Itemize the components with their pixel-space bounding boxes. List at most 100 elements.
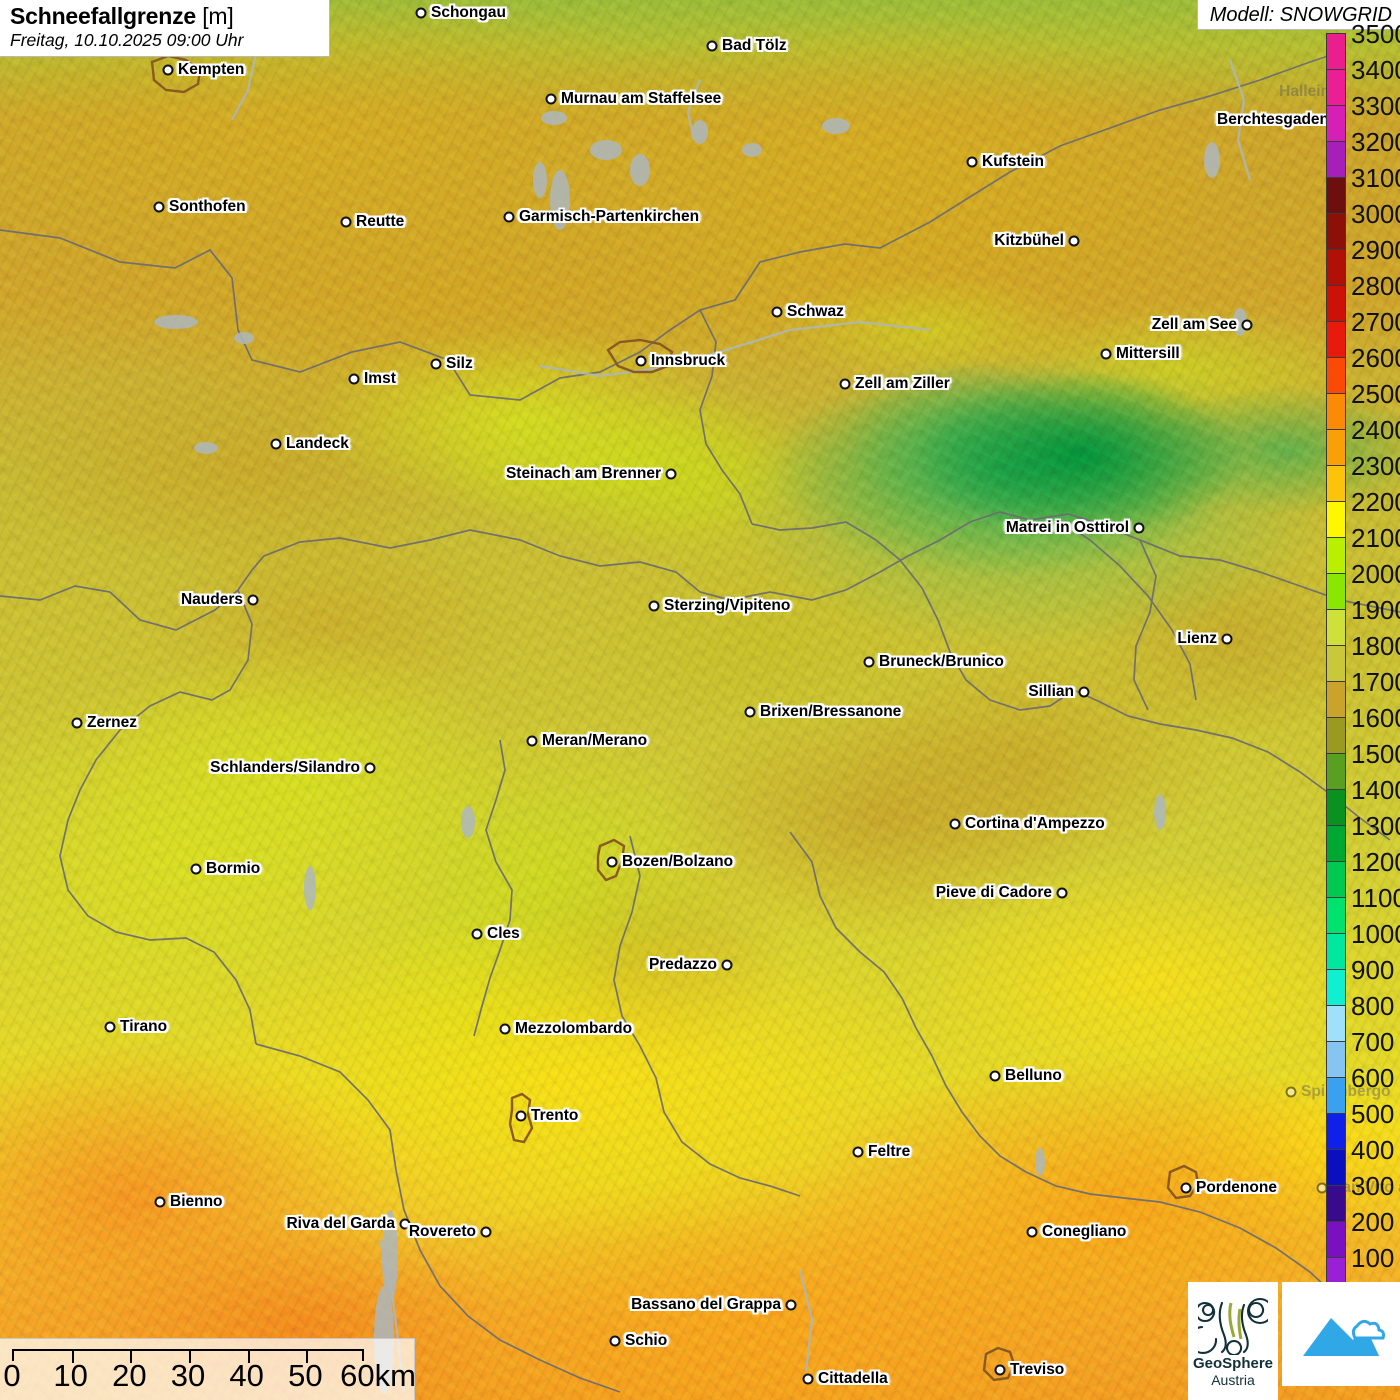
scale-tick [189,1351,191,1363]
city-dot-icon [1026,1226,1038,1238]
city-dot-icon [1221,633,1233,645]
city-dot-icon [665,468,677,480]
city-dot-icon [771,306,783,318]
city-dot-icon [606,856,618,868]
city-label: Schwaz [787,303,844,320]
legend-label-1300: 1300 [1351,811,1400,841]
city-dot-icon [1068,235,1080,247]
legend-label-3300: 3300 [1351,91,1400,121]
city-dot-icon [989,1070,1001,1082]
legend-label-2200: 2200 [1351,487,1400,517]
city-dot-icon [190,863,202,875]
legend-label-1500: 1500 [1351,739,1400,769]
city-dot-icon [480,1226,492,1238]
legend-label-3500: 3500 [1351,19,1400,49]
city-label: Bienno [170,1193,223,1210]
geosphere-contour-icon [1198,1297,1268,1355]
scale-bar-box: 0 10 20 30 40 50 60km [0,1338,416,1400]
page-title: Schneefallgrenze [m] [10,3,317,29]
city-dot-icon [635,355,647,367]
scale-tick [247,1351,250,1363]
legend-label-100: 100 [1351,1243,1395,1273]
legend-label-1200: 1200 [1351,847,1400,877]
legend-swatch-2500: 2500 [1326,381,1400,429]
legend-swatch-700: 700 [1326,1029,1394,1077]
scale-tick [71,1351,74,1363]
city-dot-icon [415,7,427,19]
city-dot-icon [471,928,483,940]
legend-label-2900: 2900 [1351,235,1400,265]
legend-swatch-1400: 1400 [1326,777,1400,825]
legend-label-1400: 1400 [1351,775,1400,805]
city-label: Bassano del Grappa [631,1296,781,1313]
legend-label-3000: 3000 [1351,199,1400,229]
city-dot-icon [154,1196,166,1208]
legend-colorbar: 3500 3400 3300 3200 3100 3000 2900 2800 2700 2600… [1326,21,1400,1329]
scale-tick [306,1351,309,1363]
scale-tick [130,1351,133,1363]
geosphere-name: GeoSphere [1192,1354,1274,1372]
city-label: Imst [364,370,396,387]
legend-swatch-800: 800 [1326,993,1394,1041]
forecast-timestamp: Freitag, 10.10.2025 09:00 Uhr [10,30,244,50]
city-dot-icon [609,1335,621,1347]
scale-label-20: 20 [112,1358,147,1393]
geosphere-sub: Austria [1211,1371,1255,1388]
city-dot-icon [430,358,442,370]
legend-swatch-1100: 1100 [1326,885,1400,933]
city-dot-icon [340,216,352,228]
city-label: Zell am Ziller [855,375,950,392]
city-label: Feltre [868,1143,911,1160]
city-label: Zell am See [1151,316,1237,333]
scale-label-40: 40 [229,1358,264,1393]
city-boundary-polygons [150,54,1200,1382]
city-dot-icon [1180,1182,1192,1194]
city-dot-icon [348,373,360,385]
scale-label-0: 0 [3,1358,21,1393]
city-dot-icon [721,959,733,971]
legend-swatch-3100: 3100 [1326,165,1400,213]
scale-label-30: 30 [170,1358,206,1393]
snowgrid-logo [1282,1282,1400,1386]
city-dot-icon [104,1021,116,1033]
city-dot-icon [706,40,718,52]
legend-swatch-1800: 1800 [1326,633,1400,681]
city-label: Meran/Merano [542,732,648,749]
legend-label-2600: 2600 [1351,343,1400,373]
city-label: Kempten [178,61,245,78]
city-label: Murnau am Staffelsee [561,90,722,107]
city-label: Pordenone [1196,1179,1277,1196]
city-label: Nauders [180,591,243,608]
city-dot-icon [785,1299,797,1311]
city-label: Sterzing/Vipiteno [664,597,791,614]
legend-label-2000: 2000 [1351,559,1400,589]
national-borders [0,51,1400,1393]
legend-label-1700: 1700 [1351,667,1400,697]
legend-label-2400: 2400 [1351,415,1400,445]
city-label: Steinach am Brenner [505,465,661,482]
model-label: Modell: SNOWGRID [1209,4,1392,26]
city-label: Cles [487,925,520,942]
lakes [154,111,1247,1394]
title-unit: [m] [202,3,234,29]
city-label: Coneglianо [1042,1223,1127,1240]
legend-label-1800: 1800 [1351,631,1400,661]
legend-label-200: 200 [1351,1207,1395,1237]
city-dot-icon [802,1373,814,1385]
city-dot-icon [1133,522,1145,534]
legend-swatch-300: 300 [1326,1173,1394,1221]
logo-strip: GeoSphere Austria [1188,1282,1400,1400]
city-dot-icon [270,438,282,450]
city-label: Bozen/Bolzano [622,853,734,870]
city-dot-icon [1285,1086,1297,1098]
scale-bar-line [12,1349,364,1363]
city-dot-icon [863,656,875,668]
legend-swatch-2000: 2000 [1326,561,1400,609]
model-box: Modell: SNOWGRID [1196,0,1400,30]
legend-swatch-2100: 2100 [1326,525,1400,573]
legend-label-1600: 1600 [1351,703,1400,733]
legend-label-300: 300 [1351,1171,1395,1201]
city-label: Sillian [1028,683,1074,700]
